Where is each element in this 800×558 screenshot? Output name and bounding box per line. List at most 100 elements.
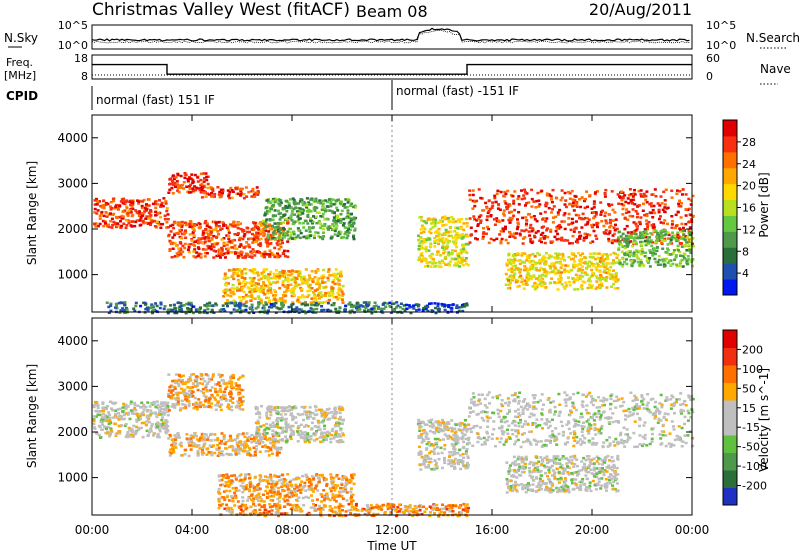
power-cell [250,252,253,255]
power-cell [154,200,157,203]
velocity-cell [173,446,176,449]
power-cell [345,237,348,240]
power-cell [604,189,607,192]
velocity-cell [188,390,191,393]
power-cell [615,275,618,278]
power-cell [456,237,459,240]
power-cell [299,207,302,210]
power-cell [237,227,240,230]
power-cell [286,278,289,281]
power-cell [150,214,153,217]
velocity-cell [150,425,153,428]
velocity-cell [135,431,138,434]
power-cell [340,213,343,216]
velocity-cell [195,435,198,438]
power-cell [621,265,624,268]
power-cell [337,273,340,276]
power-cell [219,256,222,259]
power-cell [268,299,271,302]
power-cell [395,306,398,309]
velocity-cell [177,401,180,404]
power-cell [190,173,193,176]
power-cell [599,270,602,273]
power-cell [256,237,259,240]
power-cell [469,241,472,244]
power-cell [564,192,567,195]
power-cell [493,218,496,221]
power-cell [670,190,673,193]
power-cell [521,252,524,255]
power-cell [629,253,632,256]
power-cell [520,189,523,192]
power-cell [202,232,205,235]
beam-label: Beam 08 [356,2,428,21]
power-cell [418,245,421,248]
power-cell [201,183,204,186]
velocity-cell [101,416,104,419]
velocity-cell [254,454,257,457]
velocity-cell [122,418,125,421]
power-cell [651,216,654,219]
power-cell [215,227,218,230]
power-cell [519,233,522,236]
power-cell [279,199,282,202]
power-cell [299,198,302,201]
power-cell [218,249,221,252]
power-cell [347,201,350,204]
power-cell [130,224,133,227]
power-cell [134,305,137,308]
power-cell [606,258,609,261]
power-cell [220,189,223,192]
power-cell [253,254,256,257]
power-cell [228,225,231,228]
velocity-cell [246,450,249,453]
power-cell [506,208,509,211]
power-cell [267,309,270,312]
power-cell [482,227,485,230]
velocity-cell [93,406,96,409]
power-cell [271,205,274,208]
velocity-cell [220,403,223,406]
power-cell [179,241,182,244]
power-cell [206,222,209,225]
power-cell [681,193,684,196]
power-cell [265,218,268,221]
power-cell [599,213,602,216]
power-cell [529,238,532,241]
velocity-cell [115,433,118,436]
power-cell [686,236,689,239]
power-cell [456,232,459,235]
power-cell [621,213,624,216]
power-cell [508,284,511,287]
power-cell [171,256,174,259]
velocity-cell [139,418,142,421]
velocity-cell [120,415,123,418]
power-cell [498,233,501,236]
power-cell [238,296,241,299]
power-cell [418,308,421,311]
power-cell [576,206,579,209]
power-cell [542,274,545,277]
velocity-cell [208,397,211,400]
power-cell [263,307,266,310]
power-cell [556,238,559,241]
velocity-cell [100,421,103,424]
power-cell [489,215,492,218]
power-cell [425,246,428,249]
power-cell [444,215,447,218]
power-cell [330,205,333,208]
velocity-cell [93,415,96,418]
velocity-cell [342,434,345,437]
power-cell [308,274,311,277]
velocity-cell [133,407,136,410]
power-cell [458,220,461,223]
power-cell [603,215,606,218]
power-cell [578,231,581,234]
power-cell [125,224,128,227]
power-cell [135,302,138,305]
velocity-cell [203,394,206,397]
power-cell [370,308,373,311]
power-colorbar-swatch [723,184,737,200]
power-cell [300,232,303,235]
